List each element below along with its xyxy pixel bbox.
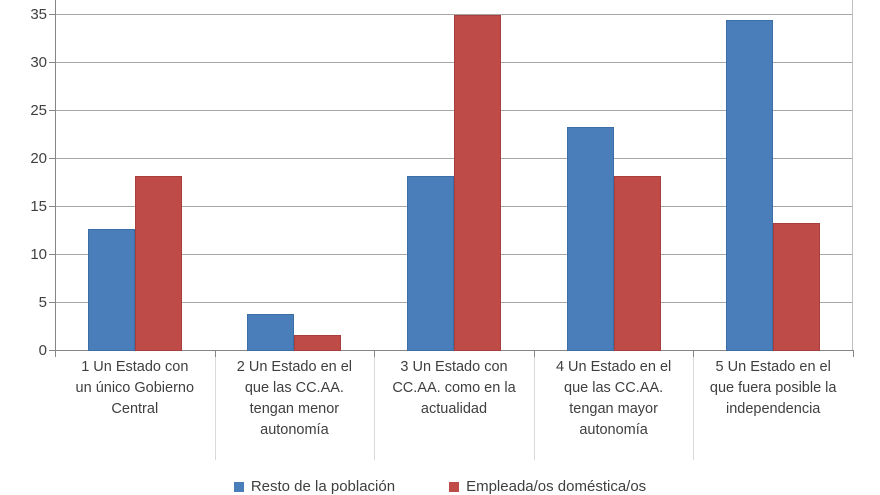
x-axis-category-label-line: un único Gobierno	[75, 380, 195, 396]
bar-4-series-2	[613, 176, 661, 351]
x-axis-category-tick	[55, 350, 56, 357]
bar-1-series-1	[87, 229, 135, 351]
x-axis-category-label-line: 1 Un Estado con	[81, 359, 189, 375]
gridline	[55, 14, 853, 16]
legend-swatch-icon	[233, 481, 244, 492]
x-axis-category-label: 2 Un Estado en el que las CC.AA. tengan me…	[215, 357, 375, 441]
x-axis-category-label: 5 Un Estado en el que fuera posible la ind…	[693, 357, 853, 420]
chart-legend: Resto de la población Empleada/os domésti…	[0, 478, 880, 495]
x-axis-category-label-line: que las CC.AA.	[564, 380, 664, 396]
y-axis-tick	[49, 206, 55, 208]
x-axis-category-label-line: que las CC.AA.	[244, 380, 344, 396]
y-axis-tick	[49, 254, 55, 256]
x-axis-category-label: 1 Un Estado con un único Gobierno Central	[55, 357, 215, 420]
x-label-divider	[215, 357, 216, 460]
y-axis-tick-label: 35	[30, 6, 47, 24]
y-axis-tick-label: 25	[30, 102, 47, 120]
legend-label: Resto de la población	[250, 478, 396, 495]
x-axis-category-tick	[215, 350, 216, 357]
bar-2-series-2	[294, 334, 342, 351]
x-axis-category-tick	[693, 350, 694, 357]
x-axis-category-label-line: independencia	[726, 401, 821, 417]
y-axis-tick-label: 0	[38, 342, 47, 359]
y-axis-tick	[49, 62, 55, 64]
legend-item-1[interactable]: Resto de la población	[233, 478, 396, 495]
x-axis-category-label-line: actualidad	[420, 401, 488, 417]
x-axis-category-label-line: 3 Un Estado con	[400, 359, 508, 375]
x-axis-category-tick	[853, 350, 854, 357]
x-axis-category-label-line: 4 Un Estado en el	[555, 359, 672, 375]
plot-area	[55, 0, 853, 351]
x-axis-category-label-line: autonomía	[260, 422, 329, 438]
y-axis-tick	[49, 14, 55, 16]
bar-5-series-2	[773, 223, 821, 351]
y-axis-tick-label: 5	[38, 294, 47, 312]
bar-3-series-2	[454, 15, 501, 351]
x-label-divider	[374, 357, 375, 460]
x-axis-category-label: 4 Un Estado en el que las CC.AA. tengan ma…	[534, 357, 694, 441]
x-axis-category-label-line: tengan menor	[249, 401, 340, 417]
plot-right-border	[852, 0, 853, 351]
x-axis-category-label-line: que fuera posible la	[709, 380, 837, 396]
y-axis-tick-label: 20	[30, 150, 47, 168]
y-axis-tick	[49, 110, 55, 112]
x-axis-category-label-line: Central	[111, 401, 159, 417]
legend-label: Empleada/os doméstica/os	[466, 478, 647, 495]
y-axis-tick	[49, 302, 55, 304]
y-axis-tick-label: 15	[30, 198, 47, 216]
y-axis-tick-label: 10	[30, 246, 47, 264]
legend-swatch-icon	[449, 481, 460, 492]
x-axis-category-label-line: 2 Un Estado en el	[236, 359, 353, 375]
x-label-divider	[534, 357, 535, 460]
bar-1-series-2	[134, 176, 182, 351]
y-axis-tick	[49, 158, 55, 160]
bar-4-series-1	[566, 126, 614, 351]
y-axis-tick	[49, 350, 55, 351]
x-axis-category-tick	[534, 350, 535, 357]
x-axis-category-label-line: 5 Un Estado en el	[715, 359, 831, 375]
x-axis-category-label-line: CC.AA. como en la	[392, 380, 516, 396]
bar-5-series-1	[726, 20, 774, 351]
x-axis-category-label-line: autonomía	[579, 422, 648, 438]
bar-2-series-1	[247, 313, 295, 351]
legend-item-2[interactable]: Empleada/os doméstica/os	[449, 478, 646, 495]
x-label-divider	[693, 357, 694, 460]
bar-3-series-1	[407, 175, 454, 351]
x-axis-category-label: 3 Un Estado con CC.AA. como en la actualid…	[374, 357, 534, 420]
x-axis-labels: 1 Un Estado con un único Gobierno Central 2…	[55, 357, 853, 467]
y-axis-line	[55, 0, 56, 351]
x-axis-category-tick	[374, 350, 375, 357]
x-axis-category-label-line: tengan mayor	[569, 401, 658, 417]
y-axis-tick-label: 30	[30, 54, 47, 72]
